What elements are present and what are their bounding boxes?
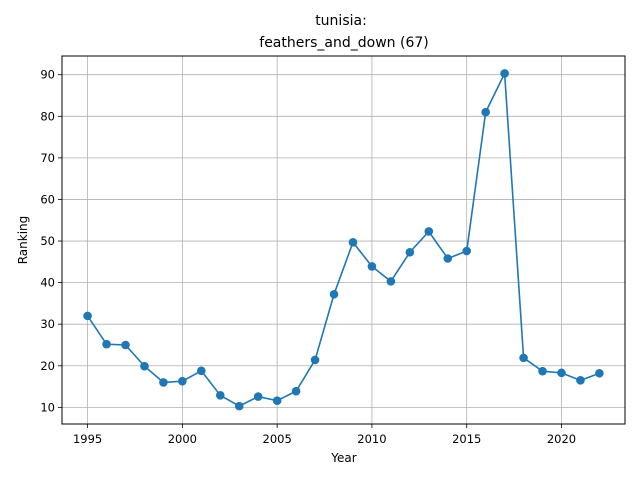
data-point [557, 368, 566, 378]
y-tick-label: 90 [40, 68, 55, 82]
y-tick-label: 50 [40, 234, 55, 248]
data-point [367, 262, 377, 271]
data-point [197, 366, 206, 376]
series-line [86, 70, 600, 408]
x-tick-label: 2000 [168, 432, 197, 446]
data-point [500, 69, 509, 78]
plot-frame [61, 55, 626, 425]
data-point [576, 376, 585, 385]
axis-ticks: 1995 2000 2005 2010 2015 2020 10 20 30 40 50 60 70 80… [40, 68, 576, 446]
data-point [83, 311, 92, 321]
y-tick-label: 60 [40, 192, 55, 206]
data-point [102, 339, 111, 349]
data-point [462, 246, 472, 256]
x-axis-label: Year [330, 451, 356, 465]
chart-title-line1: tunisia: [315, 13, 367, 29]
data-point [140, 361, 149, 371]
x-tick-label: 1995 [73, 432, 102, 446]
y-axis-label: Ranking [16, 216, 30, 265]
data-point [253, 392, 263, 401]
data-point [424, 227, 434, 236]
data-point [291, 386, 301, 396]
data-point [443, 254, 453, 263]
series-layer [83, 69, 604, 411]
data-point [159, 378, 168, 387]
x-tick-label: 2015 [452, 432, 481, 446]
data-point [215, 391, 225, 400]
y-tick-label: 40 [40, 276, 55, 290]
grid-lines [62, 56, 625, 424]
y-tick-label: 70 [40, 151, 55, 165]
data-point [234, 401, 244, 411]
y-tick-label: 80 [40, 109, 55, 123]
x-tick-label: 2020 [547, 432, 576, 446]
data-point [272, 396, 282, 406]
y-tick-label: 20 [40, 359, 55, 373]
data-point [595, 368, 604, 378]
data-point [348, 237, 358, 247]
data-point [329, 289, 339, 299]
data-point [538, 366, 547, 376]
y-tick-label: 30 [40, 317, 55, 331]
data-point [405, 247, 415, 257]
data-point [310, 355, 320, 365]
chart-title-line2: feathers_and_down (67) [259, 35, 428, 51]
data-point [386, 277, 396, 286]
x-tick-label: 2005 [263, 432, 292, 446]
data-point [121, 340, 130, 350]
data-point [178, 376, 187, 386]
x-tick-label: 2010 [357, 432, 386, 446]
data-point [519, 353, 528, 363]
data-point [481, 107, 490, 117]
y-tick-label: 10 [40, 400, 55, 414]
